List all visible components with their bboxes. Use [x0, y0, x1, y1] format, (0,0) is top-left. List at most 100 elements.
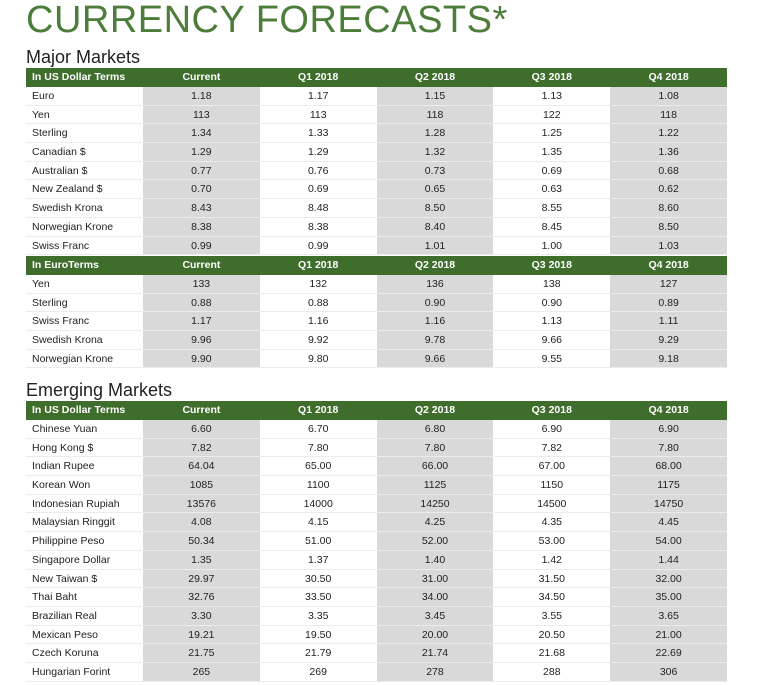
value-cell: 0.73: [376, 161, 494, 181]
currency-name-cell: Sterling: [26, 294, 143, 313]
value-cell: 1.16: [259, 312, 377, 332]
currency-name-cell: Singapore Dollar: [26, 551, 143, 570]
currency-name-cell: Mexican Peso: [26, 626, 143, 645]
value-cell: 7.82: [493, 439, 611, 458]
value-cell: 13576: [143, 494, 260, 514]
value-cell: 32.76: [143, 588, 260, 607]
column-header: Q2 2018: [414, 404, 456, 416]
column-header-label: In US Dollar Terms: [32, 71, 126, 83]
value-cell: 21.00: [610, 625, 727, 645]
value-cell: 14000: [259, 495, 377, 514]
value-cell: 1150: [493, 476, 611, 495]
value-cell: 21.68: [493, 644, 611, 663]
value-cell: 14750: [610, 494, 727, 514]
table-row: New Zealand $0.70 0.69 0.65 0.63 0.62: [26, 180, 727, 200]
table-header-row: In EuroTerms Current Q1 2018 Q2 2018 Q3 2018…: [26, 256, 727, 275]
currency-name-cell: Swiss Franc: [26, 237, 143, 256]
table-row: Philippine Peso 50.34 51.00 52.00 53.00 54.00: [26, 532, 727, 551]
value-cell: 0.90: [493, 294, 611, 313]
value-cell: 1.44: [610, 550, 727, 570]
value-cell: 122: [493, 106, 611, 125]
value-cell: 9.29: [610, 331, 727, 350]
page-title: CURRENCY FORECASTS*: [26, 0, 508, 41]
column-header: Q3 2018: [531, 71, 572, 83]
value-cell: 1.00: [493, 237, 611, 256]
major-eur-table: In EuroTerms Current Q1 2018 Q2 2018 Q3 2018…: [26, 256, 727, 369]
table-header-row: In US Dollar Terms Current Q1 2018 Q2 2018 Q…: [26, 68, 727, 87]
value-cell: 9.66: [493, 331, 611, 350]
column-header: Q4 2018: [648, 259, 689, 271]
currency-name-cell: Czech Koruna: [26, 644, 143, 663]
value-cell: 19.21: [143, 625, 260, 645]
table-row: Mexican Peso 19.21 19.50 20.00 20.50 21.00: [26, 625, 727, 645]
currency-name-cell: Australian $: [26, 162, 143, 181]
currency-name-cell: New Zealand $: [26, 180, 143, 200]
table-row: Indian Rupee 64.04 65.00 66.00 67.00 68.00: [26, 457, 727, 477]
table-row: Sterling 1.34 1.33 1.28 1.25 1.22: [26, 124, 727, 144]
value-cell: 0.62: [610, 180, 727, 200]
value-cell: 4.35: [493, 513, 611, 533]
value-cell: 1.15: [376, 87, 494, 106]
table-row: Indonesian Rupiah 13576 14000 14250 14500 147…: [26, 494, 727, 514]
currency-name-cell: Swiss Franc: [26, 312, 143, 332]
currency-name-cell: Euro: [26, 87, 143, 106]
value-cell: 67.00: [493, 457, 611, 477]
value-cell: 66.00: [376, 457, 494, 477]
table-row: Swedish Krona 9.96 9.92 9.78 9.66 9.29: [26, 331, 727, 350]
emerging-markets-heading: Emerging Markets: [26, 380, 173, 400]
value-cell: 21.79: [259, 644, 377, 663]
value-cell: 8.38: [143, 217, 260, 237]
value-cell: 1.36: [610, 143, 727, 162]
column-header: Q4 2018: [648, 71, 689, 83]
value-cell: 0.99: [259, 237, 377, 256]
value-cell: 269: [259, 663, 377, 682]
value-cell: 0.89: [610, 293, 727, 313]
column-header-label: In US Dollar Terms: [32, 404, 126, 416]
value-cell: 7.82: [143, 438, 260, 458]
value-cell: 20.50: [493, 626, 611, 645]
table-row: Australian $0.77 0.76 0.73 0.69 0.68: [26, 161, 727, 181]
value-cell: 33.50: [259, 588, 377, 607]
value-cell: 14250: [376, 494, 494, 514]
value-cell: 0.90: [376, 293, 494, 313]
value-cell: 1.29: [259, 143, 377, 162]
emerging-usd-table: In US Dollar Terms Current Q1 2018 Q2 2018 Q…: [26, 401, 727, 682]
value-cell: 21.75: [143, 644, 260, 663]
value-cell: 7.80: [376, 438, 494, 458]
currency-name-cell: Korean Won: [26, 476, 143, 495]
currency-name-cell: Yen: [26, 275, 143, 294]
value-cell: 9.80: [259, 350, 377, 369]
column-header: Q3 2018: [531, 404, 572, 416]
value-cell: 138: [493, 275, 611, 294]
value-cell: 118: [610, 105, 727, 125]
value-cell: 3.65: [610, 606, 727, 626]
value-cell: 132: [259, 275, 377, 294]
column-header: Q1 2018: [298, 259, 339, 271]
value-cell: 9.96: [143, 331, 260, 350]
value-cell: 1.37: [259, 551, 377, 570]
value-cell: 8.38: [259, 218, 377, 237]
value-cell: 127: [610, 275, 727, 294]
value-cell: 29.97: [143, 569, 260, 589]
value-cell: 1085: [143, 476, 260, 495]
value-cell: 6.80: [376, 420, 494, 439]
value-cell: 9.92: [259, 331, 377, 350]
value-cell: 8.48: [259, 199, 377, 218]
value-cell: 64.04: [143, 457, 260, 477]
value-cell: 0.76: [259, 162, 377, 181]
value-cell: 1.18: [143, 87, 260, 106]
table-row: Euro 1.18 1.17 1.15 1.13 1.08: [26, 87, 727, 106]
table-row: Thai Baht 32.76 33.50 34.00 34.50 35.00: [26, 588, 727, 607]
value-cell: 0.70: [143, 180, 260, 200]
value-cell: 65.00: [259, 457, 377, 477]
value-cell: 35.00: [610, 588, 727, 607]
value-cell: 1.22: [610, 124, 727, 144]
value-cell: 1125: [376, 476, 494, 495]
currency-name-cell: Hong Kong $: [26, 439, 143, 458]
value-cell: 52.00: [376, 532, 494, 551]
value-cell: 1100: [259, 476, 377, 495]
value-cell: 4.25: [376, 513, 494, 533]
value-cell: 1.17: [259, 87, 377, 106]
table-row: Hungarian Forint 265 269 278 288 306: [26, 662, 727, 682]
value-cell: 1.01: [376, 236, 494, 256]
